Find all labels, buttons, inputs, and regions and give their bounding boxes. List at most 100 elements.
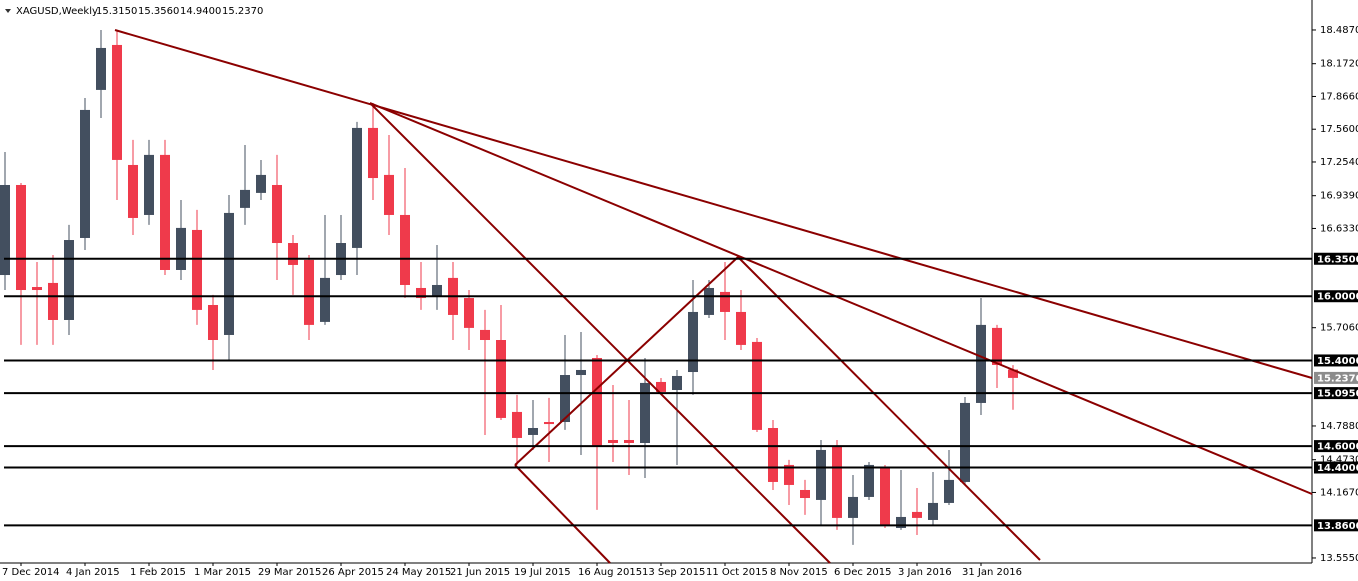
level-label: 16.3500: [1317, 254, 1358, 265]
ohlc-value: 15.3150: [96, 6, 137, 17]
trendline: [737, 256, 1041, 561]
candle-body: [288, 243, 298, 265]
level-label-box: [1314, 461, 1358, 474]
candle-body: [496, 340, 506, 418]
y-tick-label: 17.8660: [1320, 91, 1358, 102]
candle-body: [48, 282, 58, 320]
plot: [0, 29, 1018, 545]
y-tick-label: 14.7880: [1320, 421, 1358, 432]
candle-body: [144, 154, 154, 215]
candle-body: [960, 402, 970, 482]
candle-body: [32, 287, 42, 291]
candle-body: [16, 184, 26, 291]
candle-body: [96, 47, 106, 90]
y-tick-label: 14.4730: [1320, 455, 1358, 466]
candle-body: [464, 298, 474, 328]
candle-body: [976, 324, 986, 403]
candle-body: [0, 184, 10, 276]
candle-body: [896, 516, 906, 528]
candle-body: [240, 189, 250, 208]
candle-body: [528, 428, 538, 435]
candle-body: [592, 357, 602, 447]
current-price-label: 15.2370: [1317, 373, 1358, 384]
level-label-box: [1314, 252, 1358, 265]
candle-body: [736, 311, 746, 345]
x-tick-label: 6 Dec 2015: [834, 567, 892, 578]
level-label-box: [1314, 387, 1358, 400]
candle-body: [352, 127, 362, 248]
trendline: [369, 102, 831, 564]
candle-body: [928, 502, 938, 520]
candle-body: [688, 311, 698, 373]
candle-body: [192, 229, 202, 310]
candle-body: [224, 212, 234, 335]
candle-body: [208, 304, 218, 341]
candle-body: [992, 327, 1002, 365]
candle-body: [704, 287, 714, 315]
candle-body: [880, 467, 890, 525]
candle-body: [720, 291, 730, 312]
x-tick-label: 16 Aug 2015: [578, 567, 642, 578]
x-tick-label: 11 Oct 2015: [706, 567, 768, 578]
y-tick-label: 17.2540: [1320, 157, 1358, 168]
candle-body: [656, 381, 666, 392]
candle-body: [768, 428, 778, 482]
candle-body: [1008, 369, 1018, 378]
level-label: 13.8600: [1317, 521, 1358, 532]
x-tick-label: 24 May 2015: [386, 567, 451, 578]
level-label: 15.0950: [1317, 389, 1358, 400]
candle-body: [384, 174, 394, 215]
level-label: 14.4000: [1317, 463, 1358, 474]
level-label: 16.0000: [1317, 292, 1358, 303]
y-tick-label: 18.4870: [1320, 25, 1358, 36]
candle-body: [272, 184, 282, 244]
y-tick-label: 16.9390: [1320, 191, 1358, 202]
y-tick-label: 18.1720: [1320, 59, 1358, 70]
candle-body: [752, 341, 762, 430]
candle-body: [304, 259, 314, 325]
y-tick-label: 14.1670: [1320, 487, 1358, 498]
candle-body: [368, 127, 378, 179]
candle-body: [624, 439, 634, 443]
x-tick-label: 29 Mar 2015: [258, 567, 321, 578]
candle-body: [576, 369, 586, 376]
x-tick-label: 7 Dec 2014: [2, 567, 60, 578]
candle-body: [416, 287, 426, 299]
x-tick-label: 1 Mar 2015: [194, 567, 251, 578]
candle-body: [400, 214, 410, 285]
candle-body: [176, 227, 186, 270]
level-label: 14.6000: [1317, 442, 1358, 453]
y-tick-label: 17.5600: [1320, 124, 1358, 135]
ohlc-value: 14.9400: [180, 6, 221, 17]
x-tick-label: 21 Jun 2015: [450, 567, 510, 578]
candle-body: [320, 277, 330, 322]
candle-body: [912, 511, 922, 518]
x-tick-label: 19 Jul 2015: [514, 567, 571, 578]
x-tick-label: 3 Jan 2016: [898, 567, 952, 578]
candle-body: [128, 164, 138, 218]
candle-body: [944, 479, 954, 503]
candle-body: [160, 154, 170, 270]
candle-body: [672, 375, 682, 390]
candle-body: [544, 422, 554, 425]
candle-body: [848, 496, 858, 518]
ohlc-value: 15.2370: [222, 6, 263, 17]
level-label-box: [1314, 290, 1358, 303]
x-tick-label: 1 Feb 2015: [130, 567, 186, 578]
candle-body: [832, 446, 842, 518]
trendline: [114, 29, 1313, 379]
candle-body: [112, 44, 122, 160]
current-price-box: [1314, 371, 1358, 384]
candle-body: [480, 329, 490, 341]
candle-body: [816, 449, 826, 500]
candle-body: [432, 284, 442, 297]
candle-body: [80, 109, 90, 238]
trendline: [514, 464, 611, 564]
candle-body: [640, 382, 650, 443]
x-tick-label: 13 Sep 2015: [642, 567, 705, 578]
chart-title: XAGUSD,Weekly: [16, 6, 98, 17]
candle-body: [800, 489, 810, 499]
menu-arrow[interactable]: [5, 9, 11, 13]
